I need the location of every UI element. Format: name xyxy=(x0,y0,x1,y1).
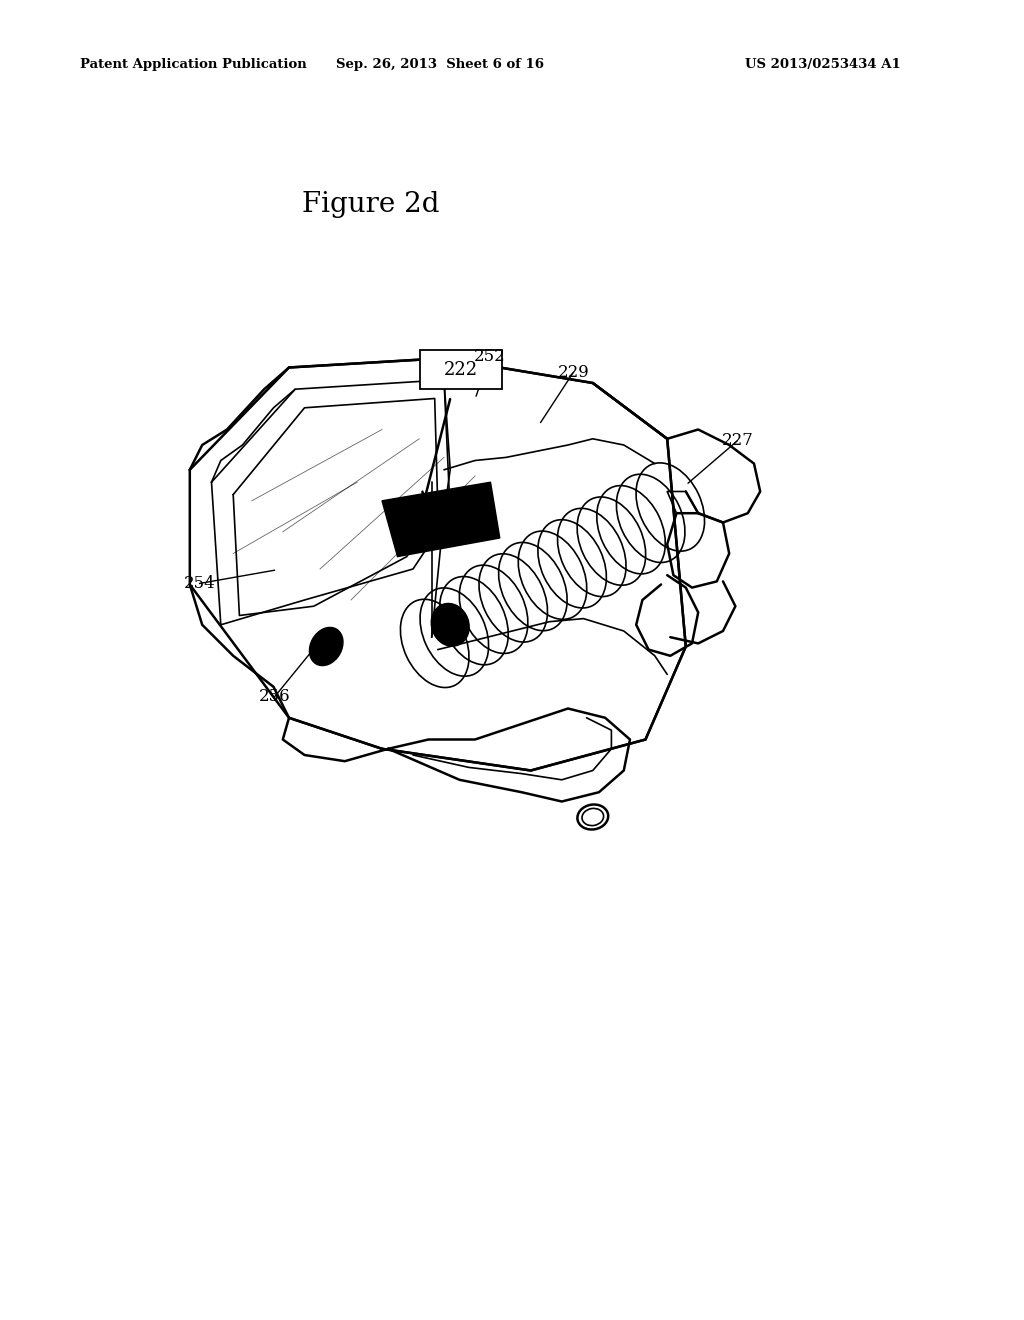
FancyBboxPatch shape xyxy=(420,350,502,389)
Text: 229: 229 xyxy=(557,364,590,380)
Polygon shape xyxy=(382,482,500,557)
Text: 222: 222 xyxy=(443,360,478,379)
Ellipse shape xyxy=(309,627,343,665)
Text: Patent Application Publication: Patent Application Publication xyxy=(80,58,307,71)
Text: 227: 227 xyxy=(721,433,754,449)
Text: Figure 2d: Figure 2d xyxy=(302,191,439,218)
Text: US 2013/0253434 A1: US 2013/0253434 A1 xyxy=(745,58,901,71)
Text: 252: 252 xyxy=(473,348,506,364)
Text: Sep. 26, 2013  Sheet 6 of 16: Sep. 26, 2013 Sheet 6 of 16 xyxy=(336,58,545,71)
Text: 254: 254 xyxy=(183,576,216,591)
Ellipse shape xyxy=(431,603,469,647)
Text: 256: 256 xyxy=(259,689,290,705)
